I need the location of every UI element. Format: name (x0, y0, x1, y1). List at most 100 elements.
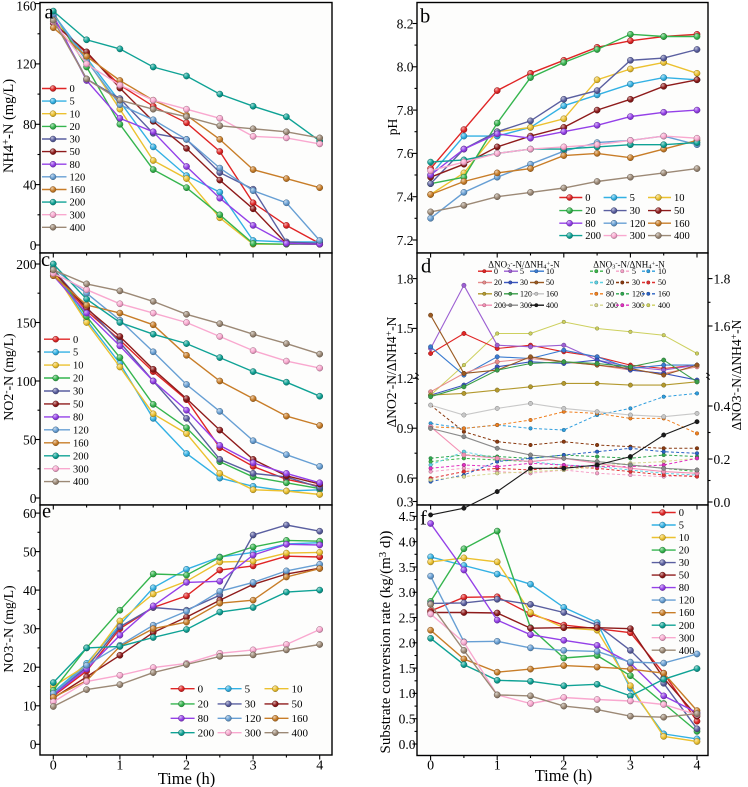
svg-text:8.2: 8.2 (397, 16, 414, 31)
svg-text:10: 10 (70, 109, 81, 120)
svg-text:10: 10 (674, 193, 685, 204)
svg-text:20: 20 (679, 546, 690, 557)
svg-text:1.0: 1.0 (399, 686, 416, 701)
svg-text:3: 3 (250, 759, 257, 774)
svg-text:80: 80 (606, 290, 614, 299)
svg-text:50: 50 (23, 432, 37, 447)
svg-text:5: 5 (73, 348, 78, 359)
svg-text:160: 160 (546, 290, 558, 299)
svg-text:400: 400 (70, 223, 86, 234)
svg-text:1.8: 1.8 (397, 271, 414, 286)
svg-text:400: 400 (658, 301, 670, 310)
svg-text:5: 5 (245, 683, 251, 695)
svg-text:7.2: 7.2 (397, 233, 414, 248)
svg-text:0: 0 (679, 508, 684, 519)
svg-text:0: 0 (606, 267, 610, 276)
svg-text:80: 80 (679, 583, 690, 594)
svg-text:300: 300 (679, 633, 695, 644)
svg-text:0.6: 0.6 (397, 471, 414, 486)
svg-text:30: 30 (520, 278, 528, 287)
svg-text:50: 50 (292, 699, 304, 711)
svg-text:1: 1 (116, 759, 123, 774)
svg-text:0: 0 (70, 84, 75, 95)
svg-text:20: 20 (585, 206, 596, 217)
svg-text:pH: pH (385, 119, 400, 136)
svg-text:50: 50 (658, 278, 666, 287)
svg-text:80: 80 (494, 290, 502, 299)
svg-text:b: b (420, 6, 430, 28)
svg-text:30: 30 (245, 699, 257, 711)
svg-text:50: 50 (23, 544, 37, 559)
svg-text:0: 0 (427, 759, 434, 774)
svg-text:d: d (421, 256, 431, 278)
svg-text:3.0: 3.0 (399, 585, 416, 600)
svg-text:f: f (420, 508, 427, 530)
svg-text:30: 30 (679, 558, 690, 569)
svg-text:5: 5 (679, 521, 684, 532)
svg-text:0: 0 (30, 491, 37, 506)
svg-text:ΔNO3--N/ΔNH4+-N: ΔNO3--N/ΔNH4+-N (729, 319, 744, 430)
svg-text:e: e (42, 501, 51, 523)
svg-text:0.0: 0.0 (399, 737, 416, 752)
svg-text:1.5: 1.5 (397, 321, 414, 336)
svg-text:0.0: 0.0 (714, 495, 731, 510)
svg-text:NH4+-N (mg/L): NH4+-N (mg/L) (1, 79, 17, 173)
svg-text:2: 2 (560, 759, 567, 774)
svg-text:80: 80 (23, 117, 37, 132)
svg-text:7.4: 7.4 (397, 190, 414, 205)
svg-text:1.5: 1.5 (399, 661, 416, 676)
svg-text:4.5: 4.5 (399, 509, 416, 524)
svg-text:400: 400 (674, 231, 690, 242)
svg-text:4.0: 4.0 (399, 535, 416, 550)
svg-text:0: 0 (73, 335, 78, 346)
svg-text:0.4: 0.4 (714, 399, 731, 414)
svg-text:30: 30 (73, 387, 84, 398)
svg-text:20: 20 (198, 699, 210, 711)
svg-text:160: 160 (70, 185, 86, 196)
svg-text:8.0: 8.0 (397, 60, 414, 75)
svg-text:50: 50 (70, 147, 81, 158)
svg-text:120: 120 (73, 425, 89, 436)
svg-text:a: a (45, 1, 54, 23)
svg-text:ΔNO2--N/ΔNH4+-N: ΔNO2--N/ΔNH4+-N (488, 260, 560, 271)
svg-text:0: 0 (585, 193, 590, 204)
svg-text:20: 20 (606, 278, 614, 287)
svg-text:20: 20 (73, 374, 84, 385)
svg-text:40: 40 (23, 177, 37, 192)
svg-text:ΔNO3--N/ΔNH4+-N: ΔNO3--N/ΔNH4+-N (593, 260, 665, 271)
svg-text:4: 4 (316, 759, 323, 774)
svg-text:300: 300 (245, 727, 262, 739)
svg-text:10: 10 (546, 267, 554, 276)
svg-text:5: 5 (70, 97, 75, 108)
svg-text:150: 150 (16, 315, 37, 330)
svg-text:400: 400 (546, 301, 558, 310)
svg-text:0.9: 0.9 (397, 421, 414, 436)
svg-text:300: 300 (73, 464, 89, 475)
svg-text:160: 160 (674, 219, 690, 230)
svg-text:300: 300 (632, 301, 644, 310)
svg-text:60: 60 (23, 506, 37, 521)
svg-text:0: 0 (30, 737, 37, 752)
svg-text:50: 50 (73, 400, 84, 411)
svg-text:200: 200 (679, 621, 695, 632)
svg-text:0.5: 0.5 (399, 712, 416, 727)
svg-text:120: 120 (245, 713, 262, 725)
svg-text:160: 160 (73, 438, 89, 449)
svg-text:200: 200 (494, 301, 506, 310)
svg-text:20: 20 (494, 278, 502, 287)
svg-text:160: 160 (292, 713, 309, 725)
svg-text:0.2: 0.2 (714, 452, 731, 467)
svg-text:80: 80 (73, 413, 84, 424)
svg-text:2.0: 2.0 (399, 636, 416, 651)
svg-text:0: 0 (494, 267, 498, 276)
svg-text:1.6: 1.6 (714, 319, 731, 334)
svg-text:Substrate conversion rate (kg/: Substrate conversion rate (kg/(m3 d)) (377, 531, 394, 754)
svg-text:2.5: 2.5 (399, 610, 416, 625)
svg-text:c: c (41, 249, 50, 271)
svg-text:7.8: 7.8 (397, 103, 414, 118)
svg-text:120: 120 (679, 596, 695, 607)
svg-text:5: 5 (632, 267, 636, 276)
svg-text:30: 30 (23, 622, 37, 637)
svg-text:Time (h): Time (h) (158, 769, 216, 787)
svg-text:160: 160 (679, 608, 695, 619)
